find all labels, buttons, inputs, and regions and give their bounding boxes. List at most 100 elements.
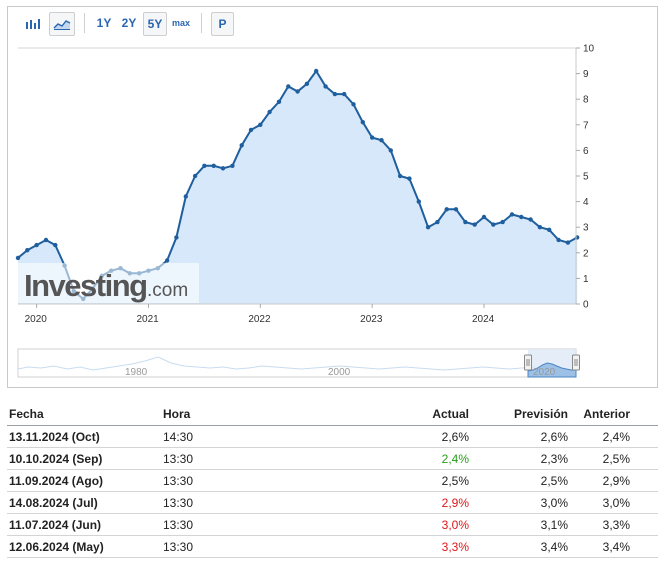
range-1y-button[interactable]: 1Y [96,16,112,30]
data-point [491,222,496,227]
data-point [388,148,393,153]
cell-anterior: 2,4% [572,425,658,448]
table-row: 13.11.2024 (Oct) 14:30 2,6% 2,6% 2,4% [7,425,658,448]
chart-panel: 1Y 2Y 5Y max P Investing .com 0 1 2 3 4 5 6 7 8 9… [7,6,658,388]
x-tick-label: 2023 [360,314,383,325]
data-point [444,207,449,212]
cell-fecha: 12.06.2024 (May) [7,535,161,558]
header-fecha[interactable]: Fecha [7,403,161,426]
data-point [258,122,263,128]
data-point [509,212,515,217]
range-5y-button[interactable]: 5Y [143,12,167,36]
cell-hora: 13:30 [161,447,355,470]
data-point [370,135,375,140]
navigator-left-handle[interactable] [524,354,532,371]
cell-actual: 2,9% [355,491,473,514]
data-point [220,166,226,171]
navigator-frame[interactable] [17,348,577,378]
investing-watermark: Investing .com [18,263,199,303]
table-row: 10.10.2024 (Sep) 13:30 2,4% 2,3% 2,5% [7,447,658,470]
cell-prevision: 3,4% [473,535,572,558]
area-chart-icon[interactable] [49,12,75,36]
navigator-right-handle[interactable] [572,354,580,371]
navigator-selection-area [527,362,577,378]
data-point [519,214,524,220]
data-point [332,91,338,97]
cell-prevision: 2,3% [473,447,572,470]
header-prevision[interactable]: Previsión [473,403,572,426]
data-point [435,219,440,225]
cell-anterior: 2,5% [572,447,658,470]
cell-actual: 2,5% [355,469,473,492]
data-point [211,163,216,168]
y-tick-label: 4 [583,197,589,208]
data-point [314,68,319,74]
range-max-button[interactable]: max [171,18,190,28]
data-point [276,99,282,105]
table-row: 11.09.2024 (Ago) 13:30 2,5% 2,5% 2,9% [7,469,658,492]
range-2y-button[interactable]: 2Y [121,16,137,30]
series-area [18,71,578,304]
table-row: 11.07.2024 (Jun) 13:30 3,0% 3,1% 3,3% [7,513,658,536]
data-point [556,237,561,243]
data-point [547,227,552,232]
cell-fecha: 11.07.2024 (Jun) [7,513,161,536]
watermark-text: Investing [24,268,147,303]
chart-canvas: Investing .com 0 1 2 3 4 5 6 7 8 9 10 2020 2021 2022… [15,44,595,378]
navigator-label: 2020 [533,367,556,378]
data-point [537,225,543,230]
data-point [360,120,365,125]
y-tick-label: 5 [583,172,589,183]
data-point [425,225,431,230]
cell-hora: 14:30 [161,425,355,448]
cell-prevision: 2,6% [473,425,572,448]
data-point [25,248,30,253]
x-tick-label: 2021 [136,314,159,325]
table-body: 13.11.2024 (Oct) 14:30 2,6% 2,6% 2,4% 10.10.2… [7,425,658,558]
cell-hora: 13:30 [161,491,355,514]
cell-hora: 13:30 [161,535,355,558]
cell-actual: 3,0% [355,513,473,536]
data-point [453,207,459,212]
data-point [267,109,272,115]
navigator-label: 2000 [328,367,351,378]
data-point [407,176,412,181]
x-tick-label: 2020 [25,314,48,325]
data-point [286,84,291,89]
data-point [230,163,235,168]
watermark-suffix: .com [147,280,188,301]
table-header-row: Fecha Hora Actual Previsión Anterior [7,403,658,426]
print-button[interactable]: P [211,12,234,36]
cell-hora: 13:30 [161,513,355,536]
cell-actual: 3,3% [355,535,473,558]
cell-actual: 2,4% [355,447,473,470]
bar-chart-icon[interactable] [22,12,44,34]
header-actual[interactable]: Actual [355,403,473,426]
table-row: 14.08.2024 (Jul) 13:30 2,9% 3,0% 3,0% [7,491,658,514]
navigator[interactable]: 1980 2000 2020 [17,348,580,378]
data-point [15,255,21,261]
history-table: Fecha Hora Actual Previsión Anterior 13.… [7,403,658,558]
data-point [323,84,328,89]
y-tick-label: 1 [583,274,589,285]
data-point [500,219,505,225]
cell-anterior: 2,9% [572,469,658,492]
y-tick-label: 7 [583,120,589,131]
header-hora[interactable]: Hora [161,403,355,426]
cell-anterior: 3,4% [572,535,658,558]
data-point [351,102,356,107]
table-row: 12.06.2024 (May) 13:30 3,3% 3,4% 3,4% [7,535,658,558]
toolbar-separator [84,13,85,33]
cell-prevision: 2,5% [473,469,572,492]
header-anterior[interactable]: Anterior [572,403,658,426]
data-point [342,91,347,97]
data-point [481,214,487,220]
data-point [463,219,468,225]
cell-hora: 13:30 [161,469,355,492]
cell-fecha: 11.09.2024 (Ago) [7,469,161,492]
y-axis: 0 1 2 3 4 5 6 7 8 9 10 [575,44,595,311]
y-tick-label: 3 [583,223,589,234]
data-point [416,199,421,204]
x-tick-label: 2024 [472,314,495,325]
data-point [472,222,477,227]
